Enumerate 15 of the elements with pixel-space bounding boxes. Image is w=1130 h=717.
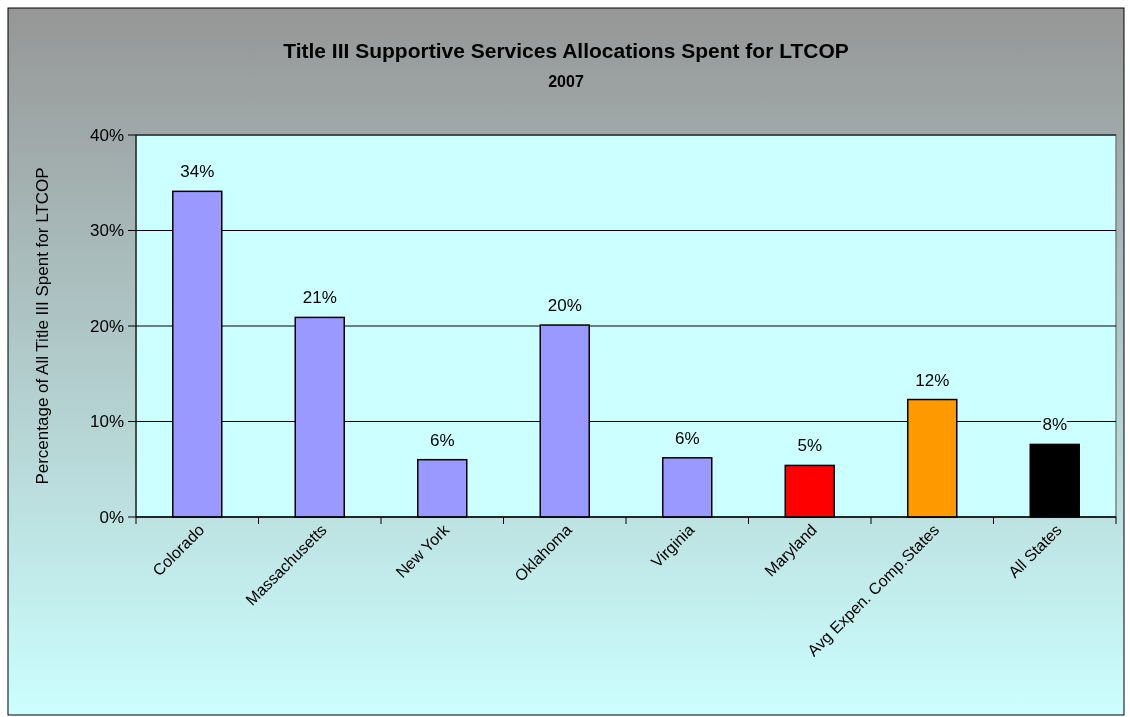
data-label: 5% [797,436,823,456]
data-label: 34% [180,162,215,182]
y-tick-label: 20% [89,316,124,336]
data-label: 6% [674,428,700,448]
data-label: 20% [547,296,582,316]
data-label: 6% [429,430,455,450]
y-tick-label: 10% [89,412,124,432]
data-label: 21% [302,288,337,308]
chart-title: Title III Supportive Services Allocations Spent for LTCOP [283,39,849,62]
chart-subtitle: 2007 [548,73,584,90]
y-tick-label: 0% [99,507,124,527]
y-axis-title: Percentage of All Title III Spent for LTCOP [33,167,52,485]
data-label: 12% [915,370,950,390]
y-tick-label: 40% [89,125,124,145]
y-tick-label: 30% [89,221,124,241]
